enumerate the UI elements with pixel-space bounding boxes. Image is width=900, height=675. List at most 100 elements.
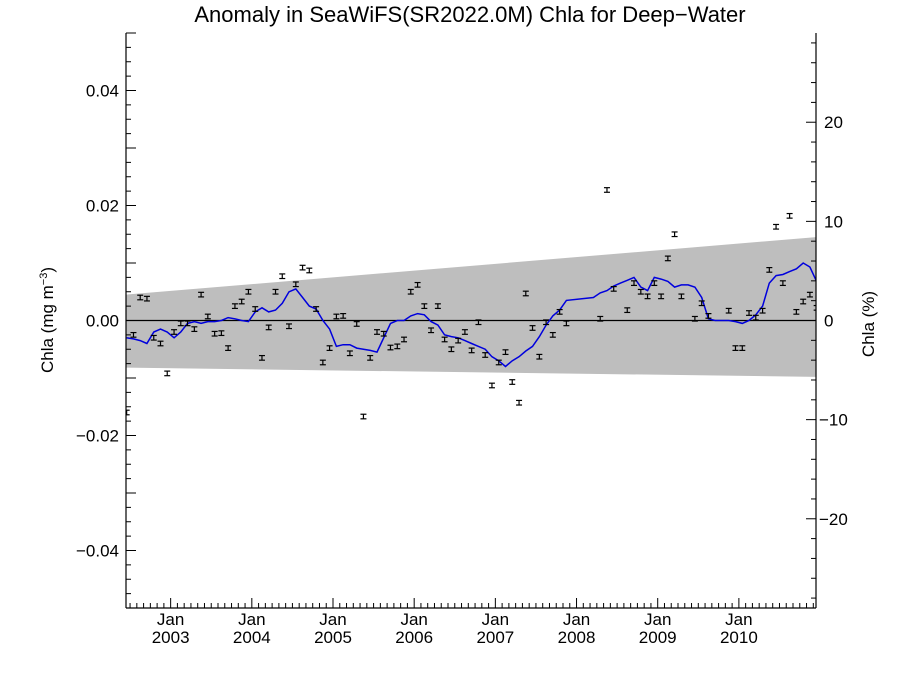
right-axis-tick-label: −20 <box>819 510 848 529</box>
data-point <box>319 359 326 366</box>
right-axis-tick-label: −10 <box>819 411 848 430</box>
data-point <box>543 319 550 326</box>
left-axis-tick-label: −0.04 <box>76 542 119 561</box>
data-point <box>137 294 144 301</box>
data-point <box>637 288 644 295</box>
data-point <box>279 273 286 280</box>
data-point <box>313 306 320 312</box>
data-point <box>346 350 353 357</box>
data-point <box>516 399 523 406</box>
x-tick-month-label: Jan <box>319 610 346 629</box>
data-point <box>407 288 414 295</box>
data-point <box>360 413 367 420</box>
data-point <box>286 323 293 330</box>
data-point <box>394 343 401 350</box>
x-tick-month-label: Jan <box>238 610 265 629</box>
data-point <box>130 331 137 338</box>
data-point <box>373 329 380 335</box>
data-point <box>387 344 394 351</box>
data-point <box>691 315 698 322</box>
right-axis-tick-label: 0 <box>824 312 833 331</box>
data-point <box>495 359 502 366</box>
x-tick-year-label: 2005 <box>314 628 352 647</box>
data-point <box>150 334 157 341</box>
data-point <box>597 315 604 322</box>
x-tick-year-label: 2003 <box>152 628 190 647</box>
data-point <box>502 349 509 356</box>
left-axis-tick-label: 0.04 <box>86 82 119 101</box>
data-point <box>340 313 347 319</box>
x-tick-year-label: 2004 <box>233 628 271 647</box>
plot-area <box>126 187 816 420</box>
running-mean-line <box>126 262 816 368</box>
data-point <box>800 298 807 305</box>
data-point <box>272 288 279 295</box>
data-point <box>475 319 482 326</box>
y-axis-label-left-base: Chla (mg m <box>38 285 57 373</box>
chart-title: Anomaly in SeaWiFS(SR2022.0M) Chla for D… <box>194 2 745 27</box>
data-point <box>644 293 651 300</box>
data-point <box>171 329 178 335</box>
data-point <box>126 409 130 416</box>
data-point <box>779 280 786 287</box>
y-axis-label-right: Chla (%) <box>859 291 878 357</box>
data-point <box>414 281 421 288</box>
data-point <box>468 347 475 354</box>
data-point <box>766 267 773 273</box>
data-point <box>529 325 536 331</box>
data-point <box>793 308 800 315</box>
data-point <box>522 290 529 297</box>
data-point <box>428 327 435 334</box>
data-point <box>631 280 638 287</box>
data-point <box>624 307 631 314</box>
data-point <box>739 345 746 351</box>
data-point <box>204 313 211 320</box>
x-tick-month-label: Jan <box>644 610 671 629</box>
data-point <box>461 329 468 335</box>
data-point <box>333 313 340 320</box>
y-axis-label-left-close: ) <box>38 267 57 273</box>
data-point <box>786 212 793 219</box>
data-point <box>651 280 658 287</box>
data-point <box>746 310 753 316</box>
data-point <box>563 320 570 327</box>
data-point <box>306 267 313 274</box>
data-point <box>231 303 238 310</box>
data-point <box>252 306 259 312</box>
x-tick-year-label: 2009 <box>639 628 677 647</box>
data-point <box>664 255 671 262</box>
data-point <box>177 320 184 327</box>
left-axis-tick-label: −0.02 <box>76 427 119 446</box>
data-point <box>610 285 617 292</box>
data-point <box>198 291 205 298</box>
data-point <box>705 313 712 319</box>
data-point <box>211 330 218 337</box>
data-point <box>671 231 678 238</box>
data-point <box>752 314 759 321</box>
x-tick-month-label: Jan <box>482 610 509 629</box>
data-point <box>143 295 150 302</box>
data-point <box>698 300 705 307</box>
x-tick-month-label: Jan <box>157 610 184 629</box>
data-point <box>164 370 171 377</box>
data-point <box>549 331 556 338</box>
x-tick-year-label: 2006 <box>395 628 433 647</box>
data-point <box>759 307 766 314</box>
data-point <box>258 354 265 361</box>
data-point <box>509 379 516 385</box>
data-point <box>448 346 455 353</box>
data-point <box>725 307 732 314</box>
data-point <box>401 336 408 343</box>
data-point <box>380 330 387 337</box>
x-tick-year-label: 2007 <box>476 628 514 647</box>
data-point <box>732 345 739 351</box>
data-point <box>265 324 272 331</box>
data-point <box>603 187 610 193</box>
uncertainty-band <box>126 237 816 377</box>
data-point <box>773 223 780 230</box>
x-tick-month-label: Jan <box>400 610 427 629</box>
x-tick-month-label: Jan <box>725 610 752 629</box>
data-point <box>157 340 164 347</box>
data-point <box>245 288 252 295</box>
data-point <box>218 330 225 337</box>
